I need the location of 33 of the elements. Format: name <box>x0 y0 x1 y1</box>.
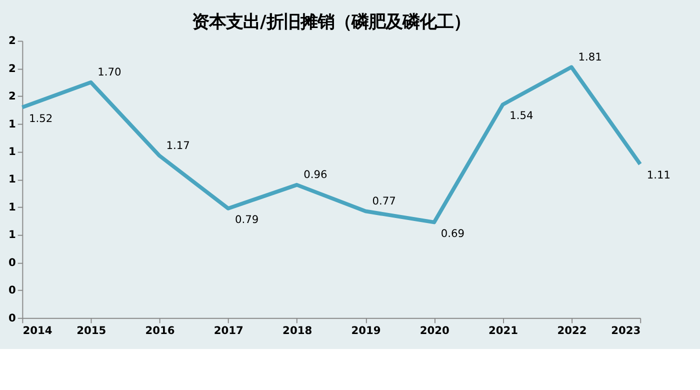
x-tick-label: 2022 <box>557 324 587 337</box>
data-label: 1.54 <box>510 108 534 122</box>
data-label: 1.11 <box>646 168 671 182</box>
x-tick-label: 2017 <box>214 324 244 337</box>
x-tick-label: 2019 <box>351 324 381 337</box>
data-label: 0.96 <box>304 168 328 182</box>
x-tick-label: 2014 <box>22 324 52 337</box>
y-tick-label: 0 <box>8 284 16 297</box>
y-tick-label: 1 <box>8 172 16 186</box>
y-tick-label: 0 <box>8 256 16 269</box>
x-tick-label: 2016 <box>145 324 175 337</box>
y-tick-label: 0 <box>8 311 16 324</box>
x-tick-label: 2015 <box>76 324 106 337</box>
y-tick-label: 1 <box>8 144 16 158</box>
y-tick-label: 1 <box>8 200 16 214</box>
data-label: 1.17 <box>166 139 190 152</box>
x-tick-label: 2020 <box>420 324 450 337</box>
y-tick-label: 2 <box>8 62 16 75</box>
data-label: 1.70 <box>98 66 122 79</box>
y-tick-label: 1 <box>8 117 16 130</box>
data-label: 0.69 <box>440 226 465 240</box>
x-tick-label: 2023 <box>611 324 641 337</box>
data-label: 0.77 <box>372 194 396 208</box>
data-label: 1.81 <box>578 50 602 64</box>
y-tick-label: 2 <box>8 34 16 48</box>
y-tick-label: 1 <box>8 228 16 242</box>
data-label: 0.79 <box>234 212 259 226</box>
chart-title: 资本支出/折旧摊销（磷肥及磷化工） <box>192 12 470 32</box>
data-label: 1.52 <box>28 112 53 125</box>
x-tick-label: 2018 <box>282 324 312 337</box>
x-tick-label: 2021 <box>488 324 518 337</box>
y-tick-label: 2 <box>8 90 16 103</box>
line-series <box>20 65 642 224</box>
